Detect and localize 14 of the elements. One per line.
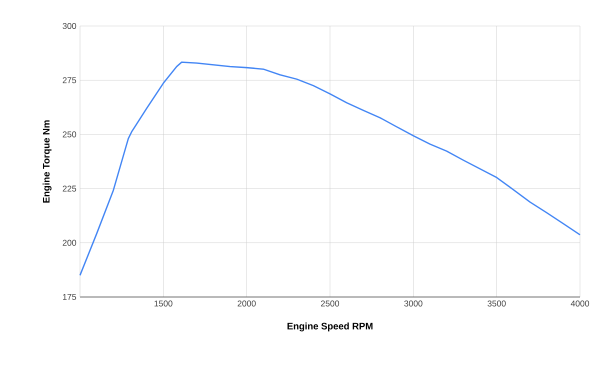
- y-tick-label: 275: [62, 77, 76, 84]
- x-tick-label: 1500: [154, 300, 172, 307]
- y-tick-label: 200: [62, 240, 76, 246]
- x-tick-label: 4000: [570, 300, 590, 307]
- y-tick-label: 225: [62, 186, 76, 192]
- y-tick-label: 250: [62, 131, 76, 138]
- x-tick-label: 3500: [488, 300, 506, 307]
- y-axis-title: Engine Torque Nm: [42, 120, 52, 203]
- y-tick-label: 300: [62, 23, 76, 29]
- x-tick-label: 2500: [321, 300, 340, 307]
- y-tick-label: 175: [62, 294, 76, 300]
- x-axis-title: Engine Speed RPM: [288, 322, 372, 332]
- x-tick-label: 2000: [238, 300, 256, 307]
- x-tick-label: 3000: [404, 300, 422, 307]
